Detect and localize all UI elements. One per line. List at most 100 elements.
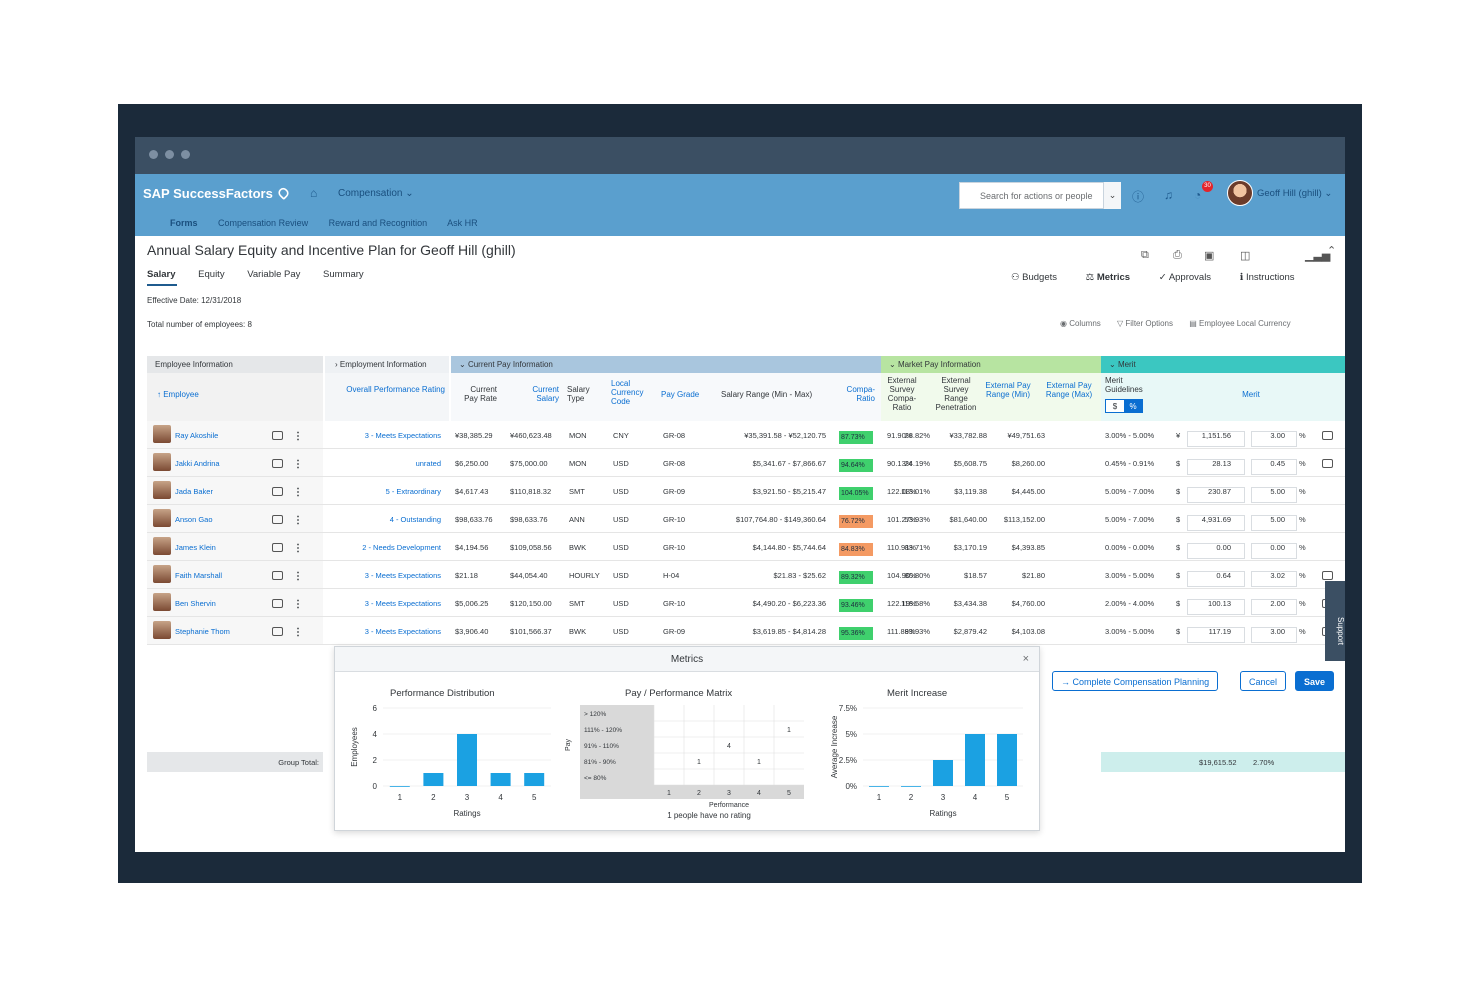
performance-rating[interactable]: 3 - Meets Expectations xyxy=(364,627,441,636)
instructions-button[interactable]: ℹ Instructions xyxy=(1239,272,1295,283)
comment-icon[interactable] xyxy=(272,459,283,468)
header-cur-rate[interactable]: Current Pay Rate xyxy=(464,385,497,403)
tab-summary[interactable]: Summary xyxy=(323,269,364,280)
comment-icon[interactable] xyxy=(272,627,283,636)
header-ext-pen[interactable]: External Survey Range Penetration xyxy=(935,376,977,412)
merit-amount-input[interactable] xyxy=(1187,543,1245,559)
header-compa[interactable]: Compa-Ratio xyxy=(846,385,875,403)
window-dot[interactable] xyxy=(149,150,158,159)
comment-icon[interactable] xyxy=(272,431,283,440)
metrics-button[interactable]: ⚖ Metrics xyxy=(1085,272,1131,283)
employee-name[interactable]: Jada Baker xyxy=(175,487,213,496)
employee-photo[interactable] xyxy=(153,621,171,639)
employee-photo[interactable] xyxy=(153,593,171,611)
subnav-ask-hr[interactable]: Ask HR xyxy=(447,218,478,228)
more-options-icon[interactable]: ⋮ xyxy=(293,459,303,470)
merit-percent-input[interactable] xyxy=(1251,543,1297,559)
merit-percent-input[interactable] xyxy=(1251,431,1297,447)
row-comment-icon[interactable] xyxy=(1322,459,1333,468)
performance-rating[interactable]: 2 - Needs Development xyxy=(362,543,441,552)
save-button[interactable]: Save xyxy=(1295,671,1335,691)
performance-rating[interactable]: 3 - Meets Expectations xyxy=(364,431,441,440)
header-grade[interactable]: Pay Grade xyxy=(661,390,700,399)
window-dot[interactable] xyxy=(165,150,174,159)
employee-name[interactable]: Anson Gao xyxy=(175,515,213,524)
window-dot[interactable] xyxy=(181,150,190,159)
print-icon[interactable]: ⎙ xyxy=(1173,249,1182,261)
chart-icon[interactable]: ▁▃▅ xyxy=(1305,250,1331,262)
module-menu[interactable]: Compensation ⌄ xyxy=(338,188,414,199)
logo[interactable]: SAP SuccessFactors xyxy=(143,185,291,201)
subnav-comp-review[interactable]: Compensation Review xyxy=(218,218,309,228)
merit-amount-input[interactable] xyxy=(1187,627,1245,643)
group-employee-info[interactable]: Employee Information xyxy=(147,356,323,373)
cancel-button[interactable]: Cancel xyxy=(1240,671,1287,691)
employee-name[interactable]: Stephanie Thom xyxy=(175,627,230,636)
complete-planning-button[interactable]: → Complete Compensation Planning xyxy=(1052,671,1219,691)
comment-icon[interactable] xyxy=(272,599,283,608)
tab-equity[interactable]: Equity xyxy=(198,269,225,280)
more-options-icon[interactable]: ⋮ xyxy=(293,487,303,498)
tab-variable-pay[interactable]: Variable Pay xyxy=(247,269,301,280)
merit-percent-input[interactable] xyxy=(1251,627,1297,643)
comment-icon[interactable] xyxy=(272,571,283,580)
employee-photo[interactable] xyxy=(153,565,171,583)
header-merit-label[interactable]: Merit xyxy=(1242,390,1260,399)
more-options-icon[interactable]: ⋮ xyxy=(293,515,303,526)
comment-icon[interactable] xyxy=(272,515,283,524)
group-current-pay[interactable]: ⌄ Current Pay Information xyxy=(451,356,881,373)
toggle-dollar[interactable]: $ xyxy=(1112,402,1118,411)
group-market-pay[interactable]: ⌄ Market Pay Information xyxy=(881,356,1101,373)
performance-rating[interactable]: 3 - Meets Expectations xyxy=(364,571,441,580)
employee-photo[interactable] xyxy=(153,425,171,443)
more-options-icon[interactable]: ⋮ xyxy=(293,431,303,442)
employee-name[interactable]: Ben Shervin xyxy=(175,599,216,608)
group-merit[interactable]: ⌄ Merit xyxy=(1101,356,1345,373)
employee-name[interactable]: Jakki Andrina xyxy=(175,459,220,468)
employee-name[interactable]: James Klein xyxy=(175,543,216,552)
group-employment-info[interactable]: › Employment Information xyxy=(325,356,449,373)
more-options-icon[interactable]: ⋮ xyxy=(293,599,303,610)
merit-amount-input[interactable] xyxy=(1187,459,1245,475)
filter-options-button[interactable]: ▽ Filter Options xyxy=(1117,319,1173,328)
merit-amount-input[interactable] xyxy=(1187,599,1245,615)
employee-photo[interactable] xyxy=(153,537,171,555)
comment-icon[interactable] xyxy=(272,487,283,496)
header-sal-type[interactable]: Salary Type xyxy=(567,385,590,403)
employee-name[interactable]: Faith Marshall xyxy=(175,571,223,580)
header-perf[interactable]: Overall Performance Rating xyxy=(346,385,445,394)
search-input[interactable]: Search for actions or people xyxy=(959,182,1119,209)
bell-icon[interactable]: ♫ xyxy=(1164,188,1173,202)
more-options-icon[interactable]: ⋮ xyxy=(293,571,303,582)
copy-icon[interactable]: ⧉ xyxy=(1141,249,1149,261)
save-icon[interactable]: ▣ xyxy=(1204,250,1215,262)
user-menu[interactable]: Geoff Hill (ghill) ⌄ xyxy=(1257,188,1333,199)
merit-percent-input[interactable] xyxy=(1251,515,1297,531)
header-currency[interactable]: Local Currency Code xyxy=(611,379,644,406)
budgets-button[interactable]: ⚇ Budgets xyxy=(1011,272,1058,283)
header-employee[interactable]: ↑ Employee xyxy=(157,390,199,399)
columns-button[interactable]: ◉ Columns xyxy=(1060,319,1101,328)
info-icon[interactable]: ◫ xyxy=(1240,250,1251,262)
avatar[interactable] xyxy=(1227,180,1253,206)
merit-percent-input[interactable] xyxy=(1251,599,1297,615)
merit-percent-input[interactable] xyxy=(1251,487,1297,503)
notifications-icon[interactable]: ◔ xyxy=(1194,188,1202,202)
header-ext-max[interactable]: External Pay Range (Max) xyxy=(1045,381,1093,399)
header-guide[interactable]: Merit Guidelines xyxy=(1105,376,1143,394)
toggle-percent[interactable]: % xyxy=(1124,400,1142,412)
chevron-down-icon[interactable]: ⌄ xyxy=(1103,182,1121,209)
row-comment-icon[interactable] xyxy=(1322,571,1333,580)
help-icon[interactable]: ⓘ xyxy=(1132,190,1145,204)
employee-name[interactable]: Ray Akoshile xyxy=(175,431,219,440)
employee-photo[interactable] xyxy=(153,509,171,527)
employee-photo[interactable] xyxy=(153,453,171,471)
merit-amount-input[interactable] xyxy=(1187,487,1245,503)
more-options-icon[interactable]: ⋮ xyxy=(293,627,303,638)
home-icon[interactable]: ⌂ xyxy=(310,186,318,200)
performance-rating[interactable]: 3 - Meets Expectations xyxy=(364,599,441,608)
support-tab[interactable]: Support xyxy=(1325,581,1345,661)
chevron-up-icon[interactable]: ⌃ xyxy=(1327,245,1337,257)
merit-amount-input[interactable] xyxy=(1187,571,1245,587)
performance-rating[interactable]: 4 - Outstanding xyxy=(389,515,441,524)
